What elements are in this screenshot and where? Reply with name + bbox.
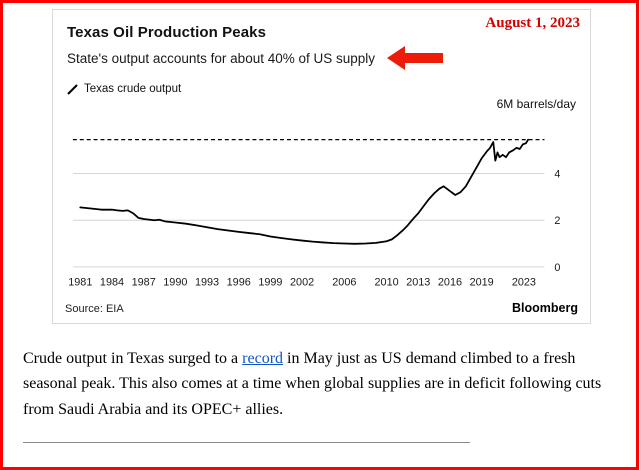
svg-text:1981: 1981 xyxy=(68,277,92,289)
article-text-after: in May just as US demand climbed to a fr… xyxy=(23,349,602,418)
legend: Texas crude output xyxy=(67,83,578,95)
chart-title: Texas Oil Production Peaks xyxy=(67,24,267,41)
svg-text:1993: 1993 xyxy=(195,277,219,289)
divider xyxy=(23,442,470,444)
svg-text:1999: 1999 xyxy=(258,277,282,289)
legend-label: Texas crude output xyxy=(84,83,182,95)
svg-text:2016: 2016 xyxy=(438,277,462,289)
svg-text:4: 4 xyxy=(554,168,560,180)
y-axis-unit-label: 6M barrels/day xyxy=(496,97,576,111)
line-chart: 0 2 4 1981 1984 1987 1990 1993 1996 1999 2002 2006 2… xyxy=(68,138,560,289)
record-link[interactable]: record xyxy=(242,349,284,367)
svg-text:2019: 2019 xyxy=(470,277,494,289)
bloomberg-logo: Bloomberg xyxy=(512,300,578,315)
svg-text:2013: 2013 xyxy=(406,277,430,289)
line-series-icon xyxy=(67,83,78,95)
svg-text:1990: 1990 xyxy=(163,277,187,289)
article-text-before: Crude output in Texas surged to a xyxy=(23,349,243,367)
article-paragraph: Crude output in Texas surged to a record… xyxy=(23,346,617,423)
svg-text:2010: 2010 xyxy=(375,277,399,289)
chart-footer: Source: EIA Bloomberg xyxy=(65,301,578,315)
svg-text:2002: 2002 xyxy=(290,277,314,289)
svg-text:1984: 1984 xyxy=(100,277,124,289)
svg-text:1996: 1996 xyxy=(227,277,251,289)
svg-text:1987: 1987 xyxy=(132,277,156,289)
svg-text:2023: 2023 xyxy=(512,277,536,289)
red-arrow-icon xyxy=(387,45,444,71)
svg-text:2: 2 xyxy=(554,215,560,227)
chart-subtitle: State's output accounts for about 40% of… xyxy=(67,50,376,66)
svg-text:0: 0 xyxy=(554,262,560,274)
chart-card: August 1, 2023 Texas Oil Production Peak… xyxy=(52,9,591,324)
post-date: August 1, 2023 xyxy=(485,15,580,31)
source-label: Source: EIA xyxy=(65,302,124,315)
chart-subtitle-row: State's output accounts for about 40% of… xyxy=(67,45,578,71)
svg-text:2006: 2006 xyxy=(332,277,356,289)
